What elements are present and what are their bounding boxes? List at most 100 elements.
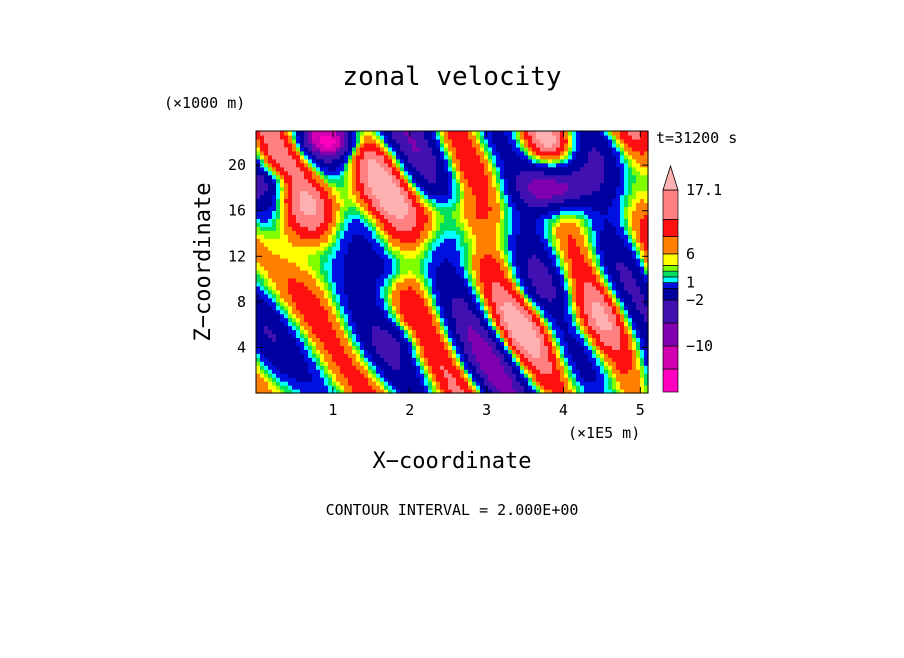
field-cell: [412, 373, 417, 378]
field-cell: [300, 341, 305, 346]
field-cell: [408, 353, 413, 358]
field-cell: [308, 146, 313, 152]
field-cell: [448, 293, 453, 299]
field-cell: [348, 361, 353, 366]
field-cell: [280, 305, 285, 311]
field-cell: [492, 325, 497, 331]
field-cell: [460, 242, 465, 247]
field-cell: [392, 309, 397, 315]
field-cell: [308, 277, 313, 283]
field-cell: [300, 138, 305, 144]
field-cell: [532, 238, 537, 243]
field-cell: [540, 305, 545, 311]
field-cell: [308, 174, 313, 180]
field-cell: [296, 377, 301, 382]
field-cell: [500, 317, 505, 323]
field-cell: [284, 337, 289, 342]
field-cell: [268, 301, 273, 307]
field-cell: [280, 385, 285, 390]
field-cell: [444, 250, 449, 255]
field-cell: [340, 389, 345, 394]
field-cell: [492, 297, 497, 303]
field-cell: [256, 170, 261, 176]
field-cell: [380, 254, 385, 259]
field-cell: [420, 321, 425, 327]
field-cell: [256, 281, 261, 287]
field-cell: [308, 357, 313, 362]
field-cell: [472, 202, 477, 208]
field-cell: [280, 206, 285, 211]
field-cell: [460, 142, 465, 148]
field-cell: [552, 329, 557, 335]
field-cell: [452, 170, 457, 176]
field-cell: [484, 222, 489, 227]
field-cell: [284, 150, 289, 156]
field-cell: [316, 134, 321, 140]
field-cell: [532, 337, 537, 342]
field-cell: [268, 325, 273, 331]
field-cell: [364, 365, 369, 370]
field-cell: [412, 154, 417, 160]
field-cell: [452, 258, 457, 263]
field-cell: [392, 194, 397, 200]
field-cell: [372, 381, 377, 386]
field-cell: [300, 158, 305, 164]
field-cell: [444, 345, 449, 350]
field-cell: [296, 325, 301, 331]
field-cell: [288, 150, 293, 156]
field-cell: [260, 158, 265, 164]
field-cell: [420, 305, 425, 311]
field-cell: [308, 254, 313, 259]
field-cell: [300, 265, 305, 271]
field-cell: [300, 369, 305, 374]
field-cell: [480, 186, 485, 192]
field-cell: [460, 262, 465, 267]
field-cell: [512, 206, 517, 211]
field-cell: [508, 258, 513, 263]
field-cell: [284, 273, 289, 279]
field-cell: [364, 313, 369, 319]
field-cell: [508, 262, 513, 267]
field-cell: [260, 301, 265, 307]
field-cell: [260, 289, 265, 295]
field-cell: [356, 365, 361, 370]
field-cell: [496, 226, 501, 231]
field-cell: [528, 293, 533, 299]
field-cell: [268, 210, 273, 215]
field-cell: [272, 285, 277, 291]
field-cell: [392, 265, 397, 271]
field-cell: [396, 131, 401, 136]
field-cell: [332, 357, 337, 362]
field-cell: [468, 170, 473, 176]
field-cell: [324, 178, 329, 184]
field-cell: [324, 182, 329, 188]
field-cell: [444, 349, 449, 354]
field-cell: [444, 285, 449, 291]
field-cell: [484, 265, 489, 271]
field-cell: [364, 373, 369, 378]
field-cell: [272, 289, 277, 295]
field-cell: [280, 361, 285, 366]
field-cell: [364, 321, 369, 327]
field-cell: [280, 349, 285, 354]
field-cell: [492, 329, 497, 335]
field-cell: [552, 301, 557, 307]
field-cell: [416, 285, 421, 291]
field-cell: [380, 301, 385, 307]
field-cell: [452, 190, 457, 196]
field-cell: [428, 178, 433, 184]
field-cell: [288, 285, 293, 291]
field-cell: [348, 230, 353, 235]
field-cell: [456, 297, 461, 303]
field-cell: [408, 234, 413, 239]
field-cell: [280, 162, 285, 168]
field-cell: [264, 194, 269, 200]
field-cell: [492, 353, 497, 358]
field-cell: [400, 273, 405, 279]
field-cell: [372, 170, 377, 176]
field-cell: [316, 277, 321, 283]
field-cell: [444, 142, 449, 148]
field-cell: [456, 385, 461, 390]
field-cell: [492, 214, 497, 219]
field-cell: [284, 182, 289, 188]
